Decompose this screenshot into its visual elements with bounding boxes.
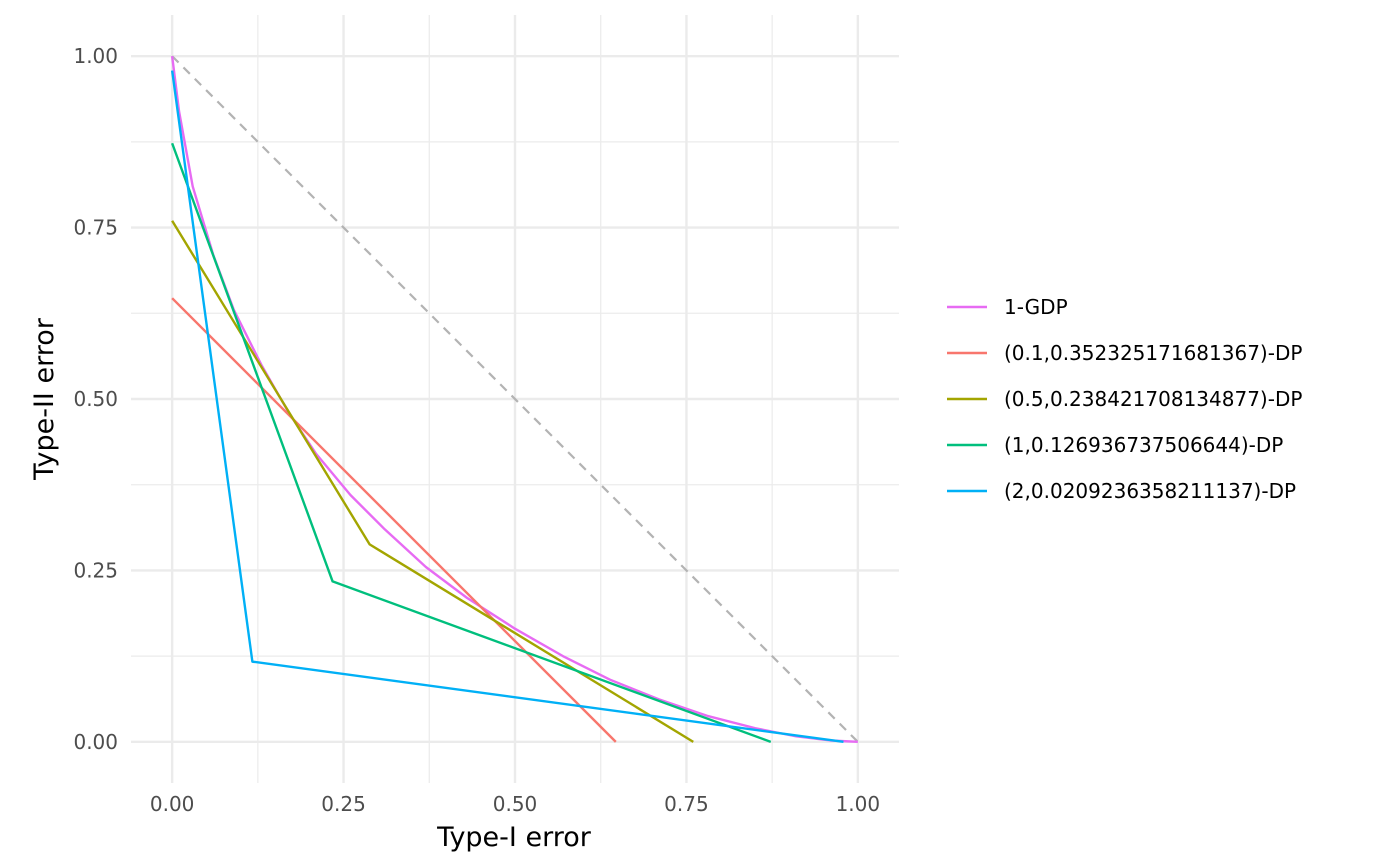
reference-line-group [171, 55, 859, 743]
x-axis-title: Type-I error [436, 822, 592, 853]
legend-label-0: 1-GDP [1004, 295, 1068, 319]
x-tick-labels: 0.00 0.25 0.50 0.75 1.00 [150, 792, 880, 816]
legend-label-3: (1,0.126936737506644)-DP [1004, 433, 1283, 457]
y-tick-label-0: 0.00 [73, 730, 118, 754]
x-tick-label-0: 0.00 [150, 792, 195, 816]
y-tick-label-4: 1.00 [73, 44, 118, 68]
series-line-2 [171, 220, 694, 743]
reference-diagonal-line [171, 55, 859, 743]
legend-label-2: (0.5,0.238421708134877)-DP [1004, 387, 1302, 411]
series-line-4 [170, 70, 844, 744]
y-axis-title: Type-II error [29, 317, 60, 481]
y-tick-labels: 0.00 0.25 0.50 0.75 1.00 [73, 44, 118, 754]
legend: 1-GDP (0.1,0.352325171681367)-DP (0.5,0.23… [947, 295, 1302, 503]
legend-label-4: (2,0.0209236358211137)-DP [1004, 479, 1296, 503]
x-tick-label-4: 1.00 [836, 792, 881, 816]
y-tick-label-2: 0.50 [73, 387, 118, 411]
x-tick-label-3: 0.75 [664, 792, 709, 816]
y-tick-label-3: 0.75 [73, 216, 118, 240]
series-line-3 [171, 142, 772, 743]
x-tick-label-2: 0.50 [493, 792, 538, 816]
series-line-1 [171, 297, 617, 743]
legend-label-1: (0.1,0.352325171681367)-DP [1004, 341, 1302, 365]
x-tick-label-1: 0.25 [321, 792, 366, 816]
y-tick-label-1: 0.25 [73, 558, 118, 582]
series-group [170, 55, 858, 744]
